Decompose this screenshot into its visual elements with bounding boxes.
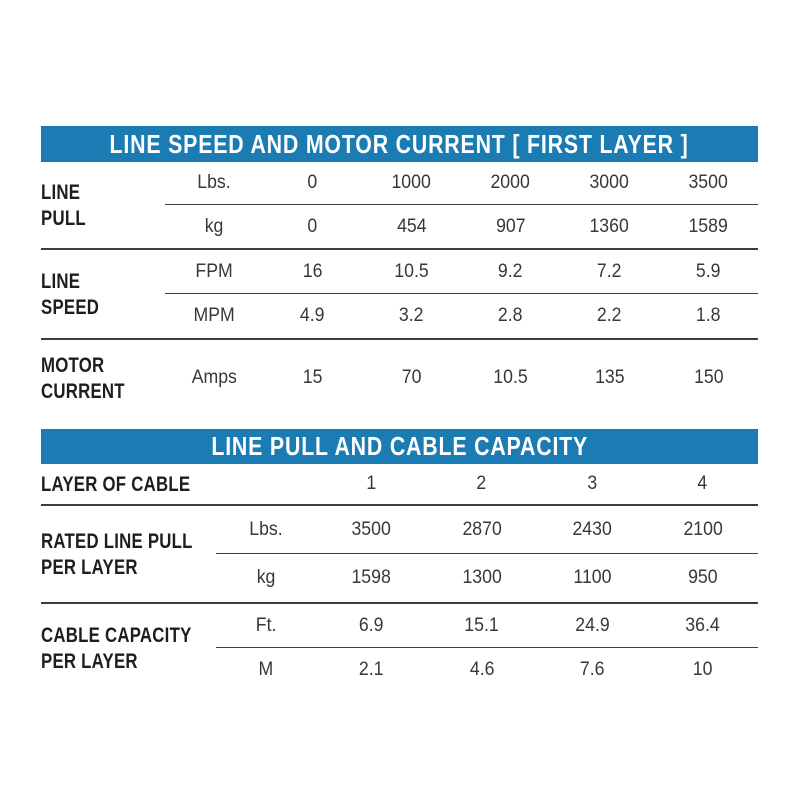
- label-line: PER LAYER: [41, 649, 138, 673]
- value-cell: 3000: [560, 162, 659, 205]
- motor-current-row-group: MOTOR CURRENT Amps 15 70 10.5 135 150: [41, 338, 758, 416]
- unit-cell: Lbs.: [216, 506, 316, 554]
- line-speed-row-group: LINE SPEED FPM 16 10.5 9.2 7.2 5.9 MPM 4…: [41, 248, 758, 338]
- unit-cell: kg: [256, 567, 276, 588]
- value-cell: 4: [697, 473, 708, 494]
- unit-cell: Ft.: [216, 604, 316, 648]
- value-cell: 4.6: [469, 659, 495, 680]
- line-pull-row-group: LINE PULL Lbs. 0 1000 2000 3000 3500 kg …: [41, 162, 758, 248]
- value-cell: 3500: [316, 506, 427, 554]
- value-cell: 2.2: [597, 305, 622, 326]
- value-cell: 2.8: [498, 305, 523, 326]
- label-line: CURRENT: [41, 379, 125, 403]
- table2-title-bar: LINE PULL AND CABLE CAPACITY: [41, 429, 758, 464]
- label-line: MOTOR: [41, 353, 105, 377]
- value-cell: 135: [594, 367, 625, 388]
- value-cell: 10: [692, 659, 713, 680]
- value-cell: 7.6: [579, 659, 605, 680]
- value-cell: 907: [495, 215, 526, 237]
- cable-capacity-label: CABLE CAPACITY PER LAYER: [41, 604, 216, 692]
- unit-cell: MPM: [193, 305, 235, 326]
- value-cell: 1100: [573, 567, 612, 588]
- value-cell: 1000: [362, 162, 461, 205]
- value-cell: 950: [688, 567, 718, 588]
- rated-line-pull-label: RATED LINE PULL PER LAYER: [41, 506, 216, 602]
- value-cell: 10.5: [493, 367, 528, 388]
- label-line: PER LAYER: [41, 555, 138, 579]
- value-cell: 16: [263, 250, 362, 294]
- value-cell: 15: [302, 367, 323, 388]
- motor-current-label: MOTOR CURRENT: [41, 340, 165, 416]
- value-cell: 2.1: [358, 659, 384, 680]
- value-cell: 3: [587, 473, 598, 494]
- value-cell: 2100: [647, 506, 758, 554]
- value-cell: 150: [693, 367, 724, 388]
- unit-cell: M: [258, 659, 274, 680]
- layer-of-cable-label: LAYER OF CABLE: [41, 464, 316, 504]
- value-cell: 7.2: [560, 250, 659, 294]
- value-cell: 454: [396, 215, 427, 237]
- value-cell: 36.4: [647, 604, 758, 648]
- label-line: CABLE CAPACITY: [41, 623, 192, 647]
- label-line: LINE: [41, 269, 81, 293]
- value-cell: 10.5: [362, 250, 461, 294]
- unit-cell: Lbs.: [165, 162, 263, 205]
- value-cell: 1300: [462, 567, 502, 588]
- label-line: LAYER OF CABLE: [41, 472, 191, 496]
- value-cell: 6.9: [316, 604, 427, 648]
- value-cell: 0: [263, 162, 362, 205]
- cable-capacity-row-group: CABLE CAPACITY PER LAYER Ft. 6.9 15.1 24…: [41, 602, 758, 692]
- label-line: LINE: [41, 180, 81, 204]
- value-cell: 2870: [426, 506, 537, 554]
- line-speed-label: LINE SPEED: [41, 250, 165, 338]
- value-cell: 3500: [659, 162, 758, 205]
- value-cell: 0: [307, 215, 318, 237]
- table2-title: LINE PULL AND CABLE CAPACITY: [211, 431, 588, 461]
- label-line: RATED LINE PULL: [41, 529, 193, 553]
- value-cell: 4.9: [300, 305, 325, 326]
- value-cell: 1598: [351, 567, 391, 588]
- spec-sheet: LINE SPEED AND MOTOR CURRENT [ FIRST LAY…: [41, 126, 758, 692]
- value-cell: 2: [476, 473, 487, 494]
- value-cell: 2000: [461, 162, 560, 205]
- value-cell: 2430: [537, 506, 648, 554]
- value-cell: 3.2: [399, 305, 424, 326]
- label-line: SPEED: [41, 295, 100, 319]
- value-cell: 24.9: [537, 604, 648, 648]
- table1-title-bar: LINE SPEED AND MOTOR CURRENT [ FIRST LAY…: [41, 126, 758, 162]
- table1-title: LINE SPEED AND MOTOR CURRENT [ FIRST LAY…: [110, 128, 689, 159]
- value-cell: 1.8: [696, 305, 721, 326]
- line-pull-label: LINE PULL: [41, 162, 165, 248]
- unit-cell: FPM: [165, 250, 263, 294]
- value-cell: 70: [401, 367, 422, 388]
- value-cell: 5.9: [659, 250, 758, 294]
- unit-cell: Amps: [191, 367, 237, 388]
- rated-line-pull-row-group: RATED LINE PULL PER LAYER Lbs. 3500 2870…: [41, 506, 758, 602]
- value-cell: 9.2: [461, 250, 560, 294]
- unit-cell: kg: [204, 215, 224, 237]
- layer-of-cable-row: LAYER OF CABLE 1 2 3 4: [41, 464, 758, 506]
- value-cell: 1: [366, 473, 377, 494]
- value-cell: 1589: [688, 215, 729, 237]
- value-cell: 15.1: [426, 604, 537, 648]
- value-cell: 1360: [589, 215, 630, 237]
- label-line: PULL: [41, 206, 86, 230]
